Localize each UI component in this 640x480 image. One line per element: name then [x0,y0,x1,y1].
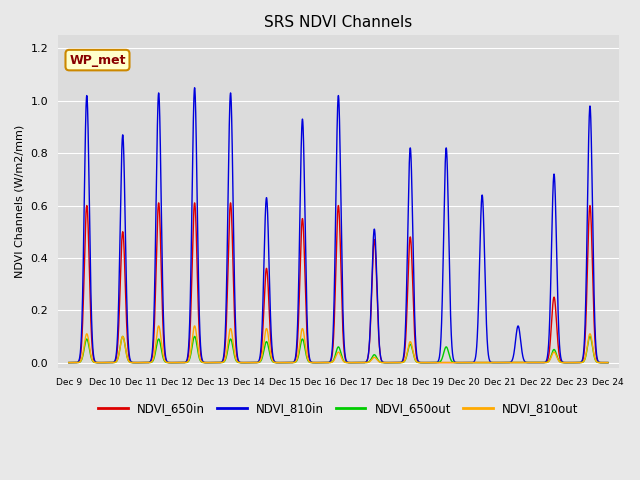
NDVI_810out [267,351,275,357]
Line: NDVI_810out: NDVI_810out [69,326,608,362]
NDVI_810in [604,360,612,365]
NDVI_650in [413,355,420,361]
NDVI_650in [175,360,182,365]
NDVI_810in [175,360,182,365]
NDVI_810out [155,323,163,329]
NDVI_810in [497,360,504,365]
NDVI_650out [413,359,420,365]
NDVI_650out [65,360,73,365]
NDVI_810in [490,360,497,365]
NDVI_650in [180,360,188,365]
Legend: NDVI_650in, NDVI_810in, NDVI_650out, NDVI_810out: NDVI_650in, NDVI_810in, NDVI_650out, NDV… [93,397,583,420]
NDVI_650out [496,360,504,365]
NDVI_650out [586,334,594,339]
NDVI_810out [65,360,73,365]
NDVI_650in [65,360,73,365]
NDVI_810out [175,360,182,365]
NDVI_810out [604,360,612,365]
NDVI_650in [602,360,610,365]
NDVI_810in [413,352,420,358]
NDVI_810in [180,360,188,365]
NDVI_810in [191,85,198,91]
NDVI_810in [65,360,73,365]
Title: SRS NDVI Channels: SRS NDVI Channels [264,15,413,30]
NDVI_650out [602,360,610,365]
Y-axis label: NDVI Channels (W/m2/mm): NDVI Channels (W/m2/mm) [15,125,25,278]
NDVI_650out [267,354,275,360]
NDVI_810out [602,360,610,365]
NDVI_650in [267,336,275,342]
Text: WP_met: WP_met [69,54,125,67]
Line: NDVI_650out: NDVI_650out [69,336,608,362]
NDVI_650out [490,360,497,365]
NDVI_650out [604,360,612,365]
NDVI_810in [267,319,275,324]
NDVI_810out [180,360,188,365]
Line: NDVI_810in: NDVI_810in [69,88,608,362]
NDVI_650out [180,360,188,365]
NDVI_810out [413,359,420,365]
NDVI_650in [478,360,486,365]
NDVI_650in [155,200,163,206]
NDVI_650in [490,360,497,365]
NDVI_810out [490,360,497,365]
NDVI_810out [478,360,486,365]
NDVI_810in [602,360,610,365]
Line: NDVI_650in: NDVI_650in [69,203,608,362]
NDVI_650in [604,360,612,365]
NDVI_650out [175,360,182,365]
